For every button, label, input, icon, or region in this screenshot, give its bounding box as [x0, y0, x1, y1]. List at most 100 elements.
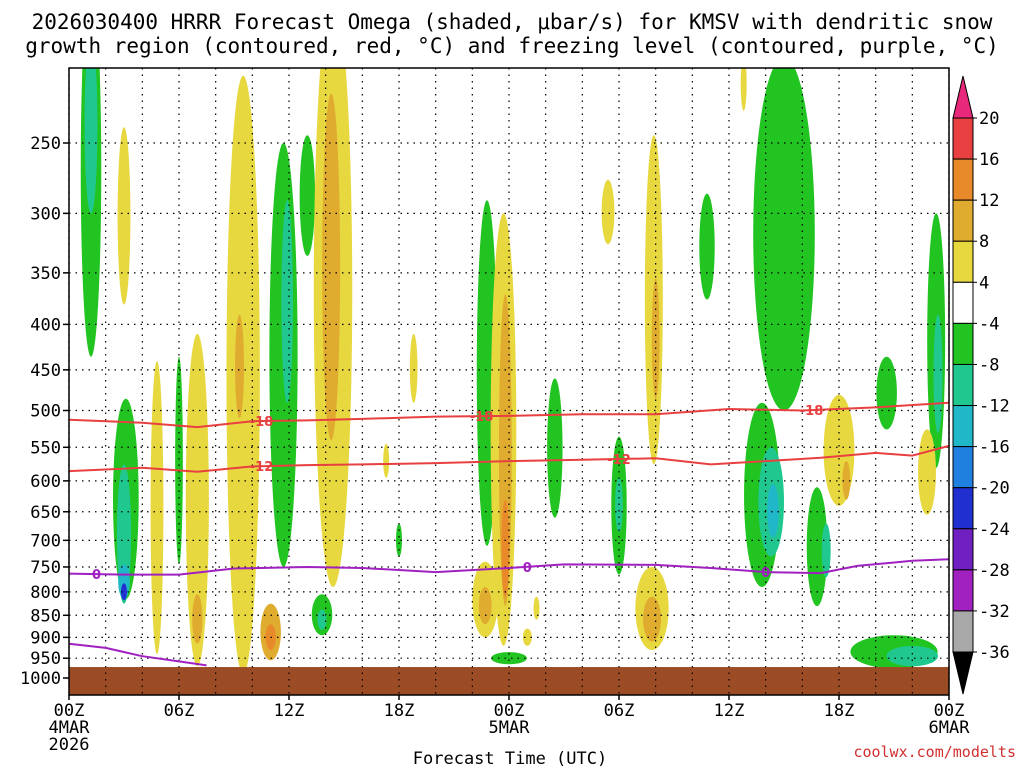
- omega-shading-layer: [80, 68, 946, 675]
- omega-area-neg24-58: [121, 583, 127, 601]
- x-tick-label-4-0: 00Z: [494, 701, 525, 721]
- x-tick-label-6-0: 12Z: [714, 701, 745, 721]
- omega-area-8-51: [842, 461, 851, 500]
- y-tick-label-800: 800: [30, 583, 61, 603]
- y-tick-label-450: 450: [30, 361, 61, 381]
- y-tick-label-250: 250: [30, 134, 61, 154]
- omega-area-8-48: [643, 596, 661, 642]
- omega-area-4-21: [533, 596, 540, 620]
- omega-area-4-27: [740, 68, 747, 111]
- x-tick-label-1-0: 06Z: [164, 701, 195, 721]
- colorbar-bin-1: [952, 117, 974, 160]
- y-tick-label-650: 650: [30, 503, 61, 523]
- x-tick-label-0-1: 4MAR: [49, 718, 91, 738]
- contour-line-0: [68, 401, 950, 429]
- omega-area-8-42: [322, 93, 341, 441]
- contour-label-2-1: 0: [523, 561, 532, 576]
- terrain-below-ground: [69, 667, 949, 695]
- colorbar-label-13: -36: [979, 643, 1010, 663]
- omega-area-neg8-32: [876, 356, 897, 430]
- omega-area-4-22: [601, 179, 615, 245]
- colorbar-label-5: -4: [979, 314, 999, 334]
- colorbar-bin-13: [952, 610, 974, 653]
- contour-label-1-0: -12: [250, 460, 274, 475]
- omega-area-neg8-18: [491, 652, 527, 665]
- y-tick-label-300: 300: [30, 204, 61, 224]
- x-tick-label-4-1: 5MAR: [489, 718, 531, 738]
- omega-area-neg12-53: [933, 314, 943, 433]
- x-tick-label-2-0: 12Z: [274, 701, 305, 721]
- colorbar-label-10: -24: [979, 520, 1010, 540]
- x-tick-label-0-2: 2026: [49, 735, 90, 755]
- y-tick-label-1000: 1000: [20, 669, 61, 689]
- contour-line-1: [68, 444, 950, 473]
- colorbar-bin-9: [952, 446, 974, 489]
- omega-area-4-12: [383, 443, 390, 478]
- x-tick-label-0-0: 00Z: [54, 701, 85, 721]
- contour-label-0-2: -18: [800, 404, 824, 419]
- x-axis-label: Forecast Time (UTC): [413, 749, 607, 768]
- colorbar-bin-4: [952, 240, 974, 283]
- omega-area-8-47: [651, 278, 660, 399]
- colorbar-label-4: 4: [979, 273, 989, 293]
- colorbar-label-11: -28: [979, 561, 1010, 581]
- omega-area-4-2: [117, 127, 131, 305]
- y-tick-label-550: 550: [30, 438, 61, 458]
- y-tick-label-500: 500: [30, 402, 61, 422]
- contour-line-2: [68, 558, 950, 576]
- y-tick-label-850: 850: [30, 606, 61, 626]
- grid-lines: [68, 68, 950, 695]
- colorbar-label-3: 8: [979, 232, 989, 252]
- omega-area-4-5: [185, 333, 209, 667]
- colorbar-label-6: -8: [979, 355, 999, 375]
- colorbar-bin-5: [952, 281, 974, 324]
- x-tick-label-8-1: 6MAR: [929, 718, 971, 738]
- isotherm-contours: -18 -18 -18 -12 -12 0 0 0: [68, 401, 950, 667]
- y-tick-label-900: 900: [30, 628, 61, 648]
- omega-area-neg8-30: [806, 487, 828, 607]
- omega-area-4-13: [409, 333, 418, 403]
- colorbar-label-0: 20: [979, 109, 999, 129]
- colorbar-label-8: -16: [979, 438, 1010, 458]
- colorbar-top-arrow: [952, 75, 974, 119]
- colorbar-label-12: -32: [979, 602, 1010, 622]
- x-tick-label-5-0: 06Z: [604, 701, 635, 721]
- omega-colorbar: 20 16 12 8 4 -4 -8 -12 -16 -20 -24 -28 -32 -36: [952, 75, 1010, 695]
- y-tick-label-350: 350: [30, 264, 61, 284]
- omega-area-neg8-20: [547, 378, 563, 518]
- colorbar-bin-8: [952, 405, 974, 448]
- omega-area-12-56: [501, 499, 510, 597]
- contour-label-2-2: 0: [761, 566, 770, 581]
- colorbar-label-1: 16: [979, 150, 999, 170]
- omega-area-8-38: [192, 594, 203, 644]
- contour-label-0-0: -18: [250, 415, 274, 430]
- contour-label-0-1: -18: [470, 410, 494, 425]
- chart-title-line1: 2026030400 HRRR Forecast Omega (shaded, …: [32, 10, 993, 34]
- omega-area-neg8-28: [753, 68, 815, 411]
- contour-line-3: [68, 642, 207, 667]
- colorbar-bin-2: [952, 158, 974, 201]
- colorbar-label-7: -12: [979, 397, 1010, 417]
- x-tick-label-3-0: 18Z: [384, 701, 415, 721]
- y-tick-label-950: 950: [30, 649, 61, 669]
- colorbar-bottom-arrow: [952, 651, 974, 695]
- omega-area-neg16-57: [767, 484, 779, 538]
- colorbar-bin-12: [952, 569, 974, 612]
- omega-area-neg12-36: [84, 68, 98, 214]
- omega-area-4-35: [918, 429, 936, 515]
- y-tick-label-700: 700: [30, 531, 61, 551]
- omega-area-neg12-41: [281, 200, 293, 403]
- source-credit[interactable]: coolwx.com/modelts: [853, 743, 1016, 761]
- omega-area-4-19: [522, 628, 532, 646]
- colorbar-bin-10: [952, 487, 974, 530]
- colorbar-bin-6: [952, 322, 974, 365]
- x-tick-label-8-0: 00Z: [934, 701, 965, 721]
- omega-area-4-31: [823, 394, 855, 506]
- pressure-axis: 2503003504004505005506006507007508008509…: [20, 134, 69, 689]
- omega-area-neg12-52: [886, 645, 938, 667]
- omega-area-neg12-43: [317, 609, 327, 630]
- x-tick-label-7-0: 18Z: [824, 701, 855, 721]
- omega-area-8-39: [235, 314, 244, 419]
- colorbar-bin-7: [952, 363, 974, 407]
